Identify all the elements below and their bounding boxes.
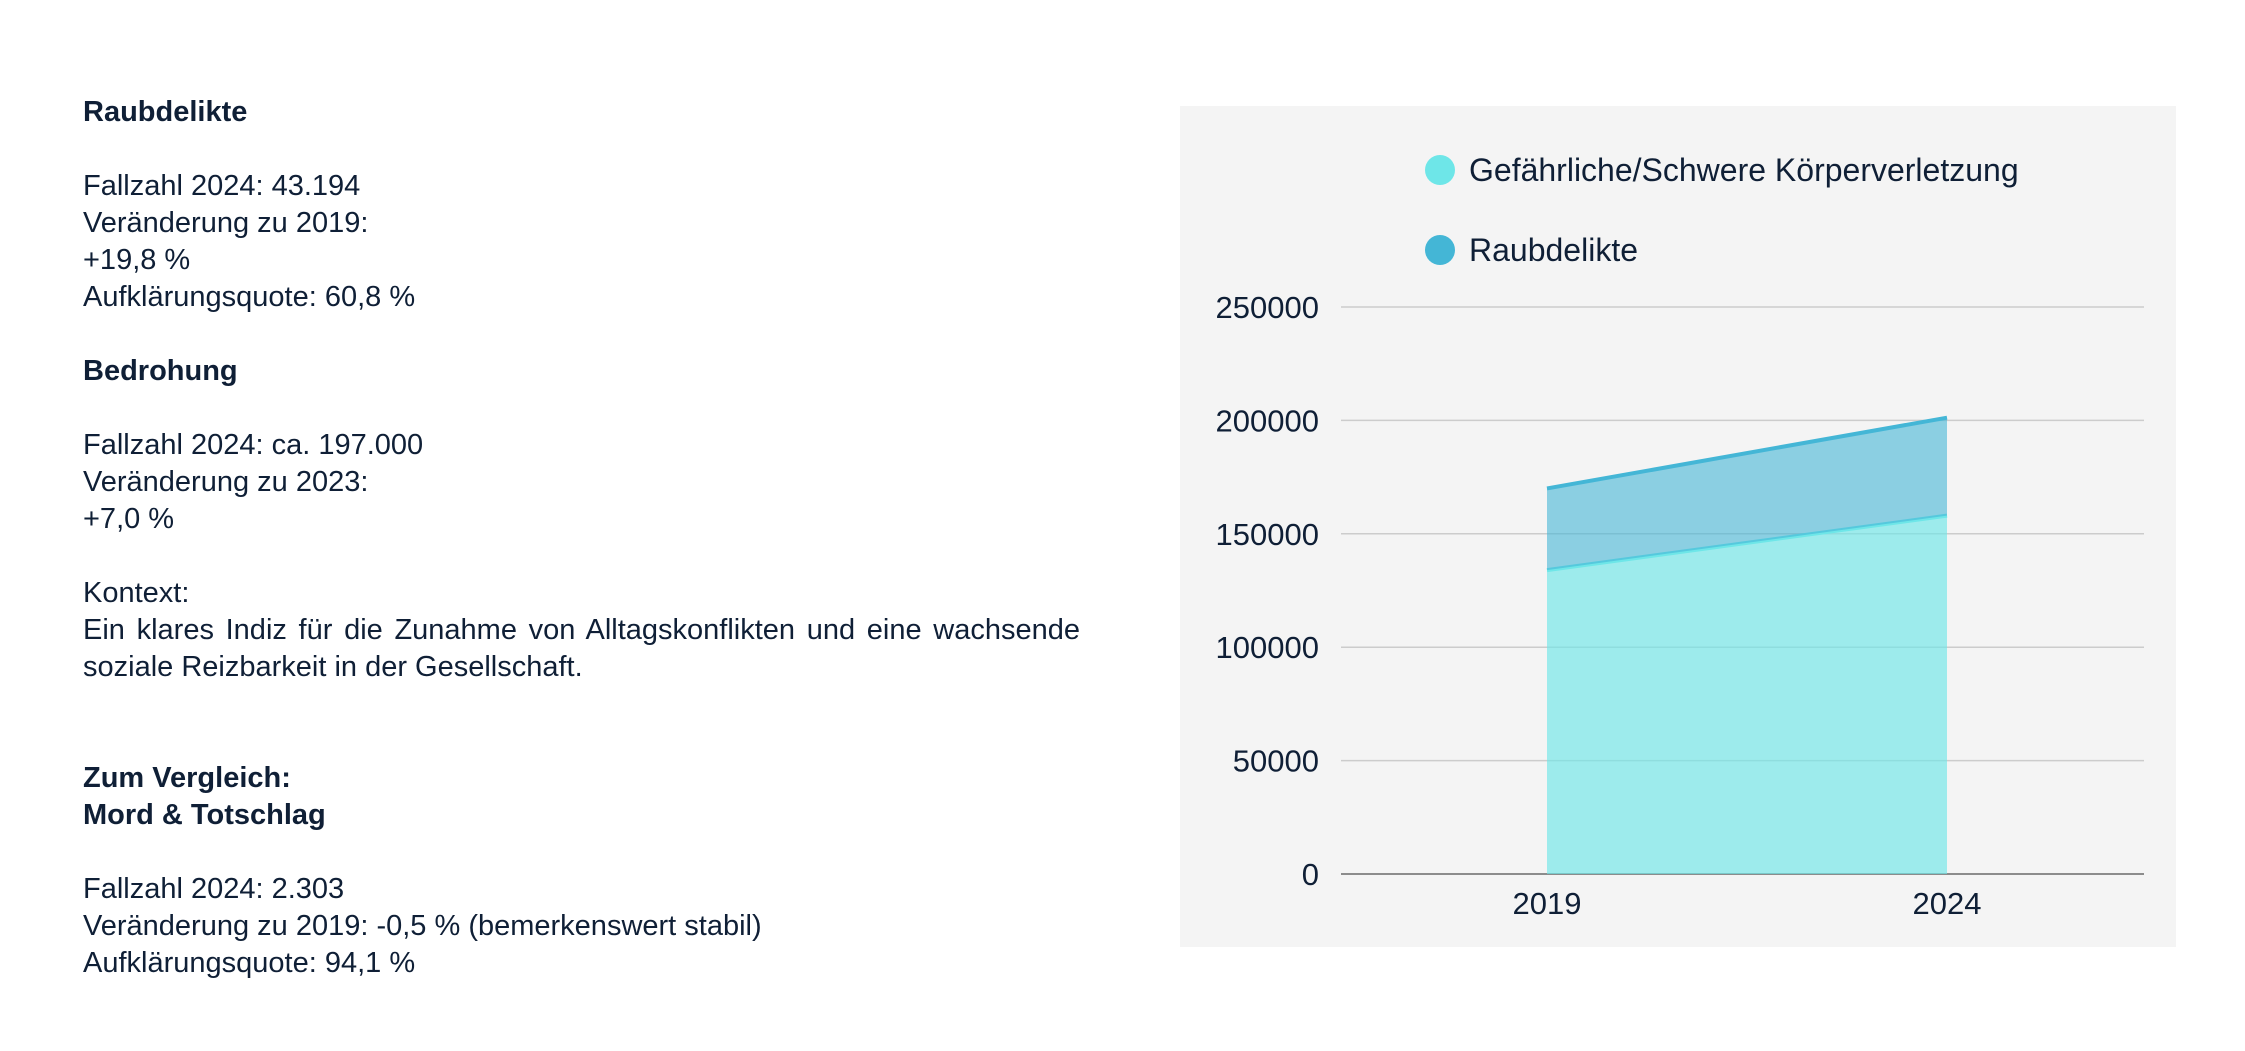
y-tick-label: 250000	[1216, 290, 1319, 325]
comparison-line: Aufklärungsquote: 94,1 %	[83, 947, 416, 979]
x-tick-label: 2019	[1513, 886, 1582, 921]
comparison-subheading: Mord & Totschlag	[83, 799, 326, 831]
context-text: Ein klares Indiz für die Zunahme von All…	[83, 614, 1080, 683]
comparison-line: Fallzahl 2024: 2.303	[83, 873, 345, 905]
legend-label: Raubdelikte	[1469, 232, 1638, 268]
y-tick-label: 150000	[1216, 517, 1319, 552]
threat-line: Fallzahl 2024: ca. 197.000	[83, 429, 424, 461]
robbery-heading: Raubdelikte	[83, 96, 248, 128]
threat-line: +7,0 %	[83, 503, 175, 535]
line-raubdelikte	[1546, 415, 1948, 491]
threat-heading: Bedrohung	[83, 355, 238, 387]
legend-swatch	[1425, 235, 1455, 265]
chart-panel: 0 50000 100000 150000 200000 250000 2019 2024 Ge…	[1180, 106, 2176, 947]
threat-line: Veränderung zu 2023:	[83, 466, 369, 498]
legend-label: Gefährliche/Schwere Körperverletzung	[1469, 152, 2019, 188]
comparison-heading: Zum Vergleich:	[83, 762, 291, 794]
area-raubdelikte	[1547, 417, 1947, 571]
robbery-line: Fallzahl 2024: 43.194	[83, 170, 361, 202]
text-panel: Raubdelikte Fallzahl 2024: 43.194 Veränd…	[83, 94, 1080, 982]
y-tick-label: 200000	[1216, 403, 1319, 438]
legend-swatch	[1425, 155, 1455, 185]
robbery-line: Aufklärungsquote: 60,8 %	[83, 281, 416, 313]
context-label: Kontext:	[83, 577, 190, 609]
y-tick-label: 0	[1302, 857, 1319, 892]
area-chart: 0 50000 100000 150000 200000 250000 2019 2024 Ge…	[1216, 152, 2144, 921]
comparison-line: Veränderung zu 2019: -0,5 % (bemerkenswe…	[83, 910, 762, 942]
robbery-line: Veränderung zu 2019:	[83, 207, 369, 239]
area-koerperverletzung	[1547, 515, 1947, 874]
y-tick-label: 50000	[1233, 744, 1319, 779]
y-tick-label: 100000	[1216, 630, 1319, 665]
x-tick-label: 2024	[1913, 886, 1982, 921]
robbery-line: +19,8 %	[83, 244, 191, 276]
